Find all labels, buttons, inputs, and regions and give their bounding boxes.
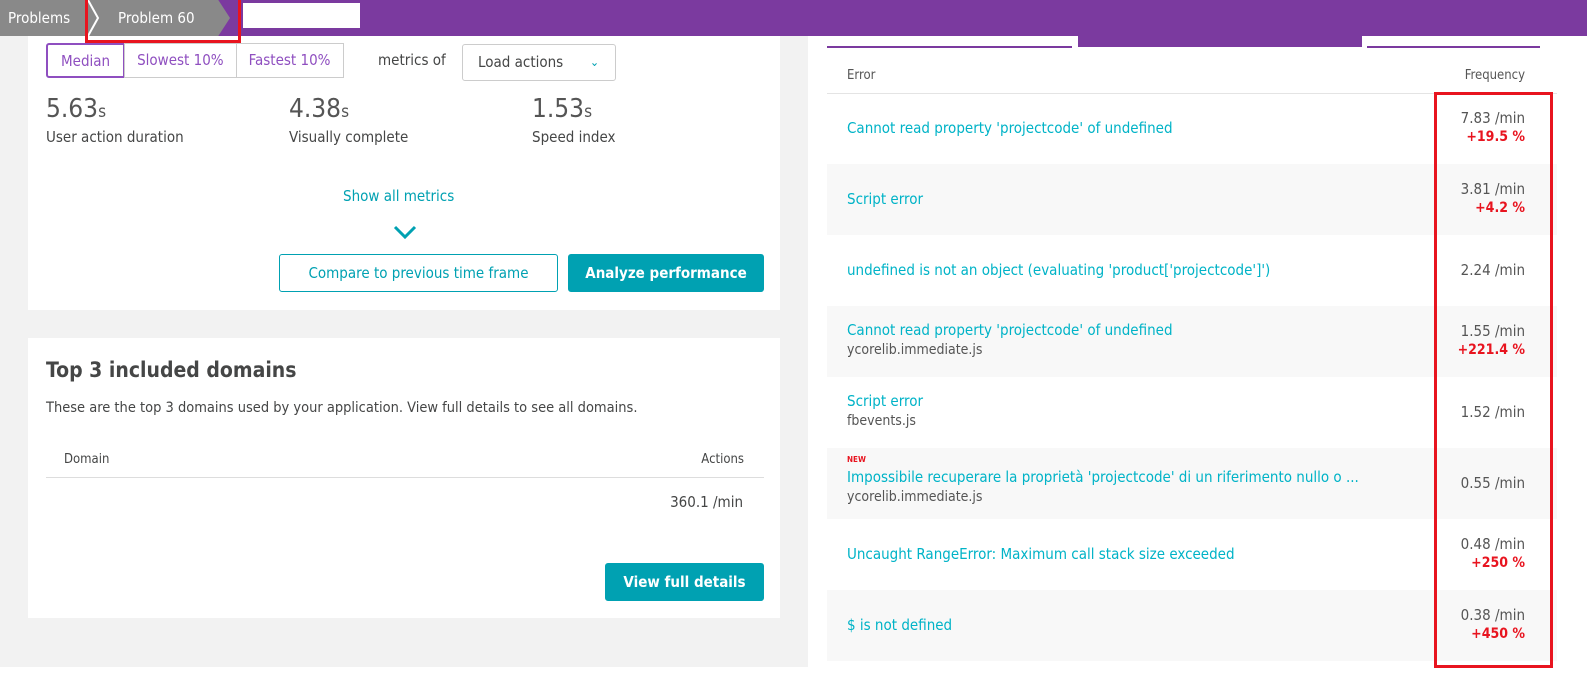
frequency-cell: 7.83 /min +19.5 % [1460,109,1525,145]
chevron-down-icon[interactable] [393,225,417,239]
frequency-change: +19.5 % [1466,129,1525,145]
error-row[interactable]: Script error fbevents.js 1.52 /min [827,377,1557,448]
slowest-10-button[interactable]: Slowest 10% [124,43,237,78]
error-row[interactable]: Cannot read property 'projectcode' of un… [827,93,1557,164]
error-source: ycorelib.immediate.js [847,342,983,358]
domains-description: These are the top 3 domains used by your… [46,400,638,416]
breadcrumb-separator [86,0,100,36]
select-value: Load actions [478,53,564,71]
view-full-details-button[interactable]: View full details [605,563,764,601]
tab-active[interactable] [1078,36,1362,47]
domains-title: Top 3 included domains [46,358,297,382]
frequency-cell: 0.48 /min +250 % [1460,535,1525,571]
frequency-cell: 3.81 /min +4.2 % [1460,180,1525,216]
median-button[interactable]: Median [46,43,126,78]
domain-column-header: Domain [64,452,110,467]
new-badge: NEW [847,455,866,464]
error-link[interactable]: undefined is not an object (evaluating '… [847,261,1271,279]
error-row[interactable]: Cannot read property 'projectcode' of un… [827,306,1557,377]
actions-column-header: Actions [701,452,744,467]
error-link[interactable]: Script error [847,392,924,410]
compare-button[interactable]: Compare to previous time frame [279,254,558,292]
error-link[interactable]: Uncaught RangeError: Maximum call stack … [847,545,1235,563]
error-link[interactable]: Impossibile recuperare la proprietà 'pro… [847,468,1359,486]
error-link[interactable]: Script error [847,190,924,208]
frequency-cell: 1.55 /min +221.4 % [1457,322,1525,358]
fastest-10-button[interactable]: Fastest 10% [235,43,344,78]
tab-left[interactable] [827,46,1072,48]
frequency-change: +450 % [1471,626,1525,642]
action-type-select[interactable]: Load actions ⌄ [462,44,616,81]
frequency-change: +221.4 % [1457,342,1525,358]
breadcrumb-problem-60[interactable]: Problem 60 [100,0,230,36]
frequency-change: +4.2 % [1475,200,1525,216]
frequency-cell: 2.24 /min [1460,261,1525,279]
error-source: fbevents.js [847,413,916,429]
metrics-of-label: metrics of [378,51,446,69]
error-row[interactable]: undefined is not an object (evaluating '… [827,235,1557,306]
analyze-performance-button[interactable]: Analyze performance [568,254,764,292]
metric-speed-index: 1.53s Speed index [532,94,616,146]
error-column-header: Error [847,68,876,83]
error-row[interactable]: Uncaught RangeError: Maximum call stack … [827,519,1557,590]
error-link[interactable]: Cannot read property 'projectcode' of un… [847,321,1173,339]
metric-user-action-duration: 5.63s User action duration [46,94,184,146]
frequency-change: +250 % [1471,555,1525,571]
frequency-cell: 0.55 /min [1460,474,1525,492]
actions-cell: 360.1 /min [670,493,743,511]
error-row[interactable]: $ is not defined 0.38 /min +450 % [827,590,1557,661]
breadcrumb-problems[interactable]: Problems [0,0,86,36]
divider [46,477,764,478]
redacted-breadcrumb [243,3,360,28]
error-link[interactable]: $ is not defined [847,616,953,634]
top-nav-bar [0,0,1587,36]
frequency-cell: 0.38 /min +450 % [1460,606,1525,642]
error-row[interactable]: NEW Impossibile recuperare la proprietà '… [827,448,1557,519]
frequency-cell: 1.52 /min [1460,403,1525,421]
error-row[interactable]: Script error 3.81 /min +4.2 % [827,164,1557,235]
frequency-column-header[interactable]: Frequency [1464,68,1525,83]
errors-panel: Error Frequency Cannot read property 'pr… [827,36,1557,663]
tab-right[interactable] [1367,46,1540,48]
percentile-toggle: Median Slowest 10% Fastest 10% [46,43,344,78]
metric-visually-complete: 4.38s Visually complete [289,94,409,146]
error-source: ycorelib.immediate.js [847,489,983,505]
error-link[interactable]: Cannot read property 'projectcode' of un… [847,119,1173,137]
chevron-down-icon: ⌄ [589,55,599,69]
divider [827,93,1557,94]
show-all-metrics-link[interactable]: Show all metrics [343,187,455,205]
